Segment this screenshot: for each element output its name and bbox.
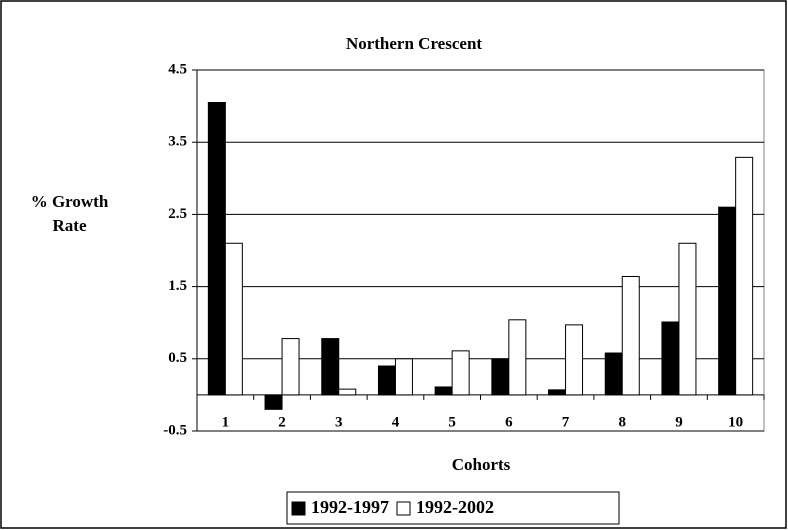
bar: [735, 156, 754, 396]
bar: [508, 319, 527, 396]
y-tick-label: -0.5: [163, 422, 187, 438]
legend-swatch: [291, 501, 306, 516]
x-tick-label: 10: [728, 414, 743, 430]
bar: [281, 338, 300, 396]
bar: [604, 352, 623, 396]
bar: [224, 242, 243, 396]
legend: [286, 491, 620, 525]
legend-label: 1992-1997: [311, 497, 389, 517]
bar: [565, 324, 584, 396]
x-tick-label: 6: [505, 414, 513, 430]
bar: [678, 242, 697, 396]
bar: [491, 358, 510, 396]
bar: [451, 350, 470, 396]
x-axis-title: Cohorts: [452, 455, 511, 474]
x-tick-label: 5: [448, 414, 456, 430]
x-tick-label: 1: [222, 414, 230, 430]
y-tick-label: 0.5: [168, 350, 187, 366]
x-tick-label: 4: [392, 414, 400, 430]
bar: [377, 365, 396, 396]
bar: [264, 394, 283, 410]
bar: [548, 389, 567, 396]
legend-label: 1992-2002: [416, 497, 494, 517]
y-tick-label: 4.5: [168, 61, 187, 77]
bar: [338, 388, 357, 396]
x-tick-label: 2: [278, 414, 286, 430]
x-tick-label: 7: [562, 414, 570, 430]
bar: [394, 358, 413, 396]
bar: [661, 321, 680, 396]
y-tick-label: 1.5: [168, 278, 187, 294]
x-tick-label: 9: [675, 414, 683, 430]
legend-swatch: [396, 501, 411, 516]
y-tick-label: 3.5: [168, 134, 187, 150]
bar: [321, 338, 340, 396]
bar: [621, 275, 640, 396]
bar: [718, 206, 737, 396]
bar: [207, 101, 226, 396]
bar: [434, 386, 453, 396]
y-tick-label: 2.5: [168, 206, 187, 222]
y-axis-title: % Growth Rate: [30, 192, 109, 235]
x-tick-label: 8: [619, 414, 627, 430]
chart-title: Northern Crescent: [346, 34, 482, 53]
x-tick-label: 3: [335, 414, 343, 430]
